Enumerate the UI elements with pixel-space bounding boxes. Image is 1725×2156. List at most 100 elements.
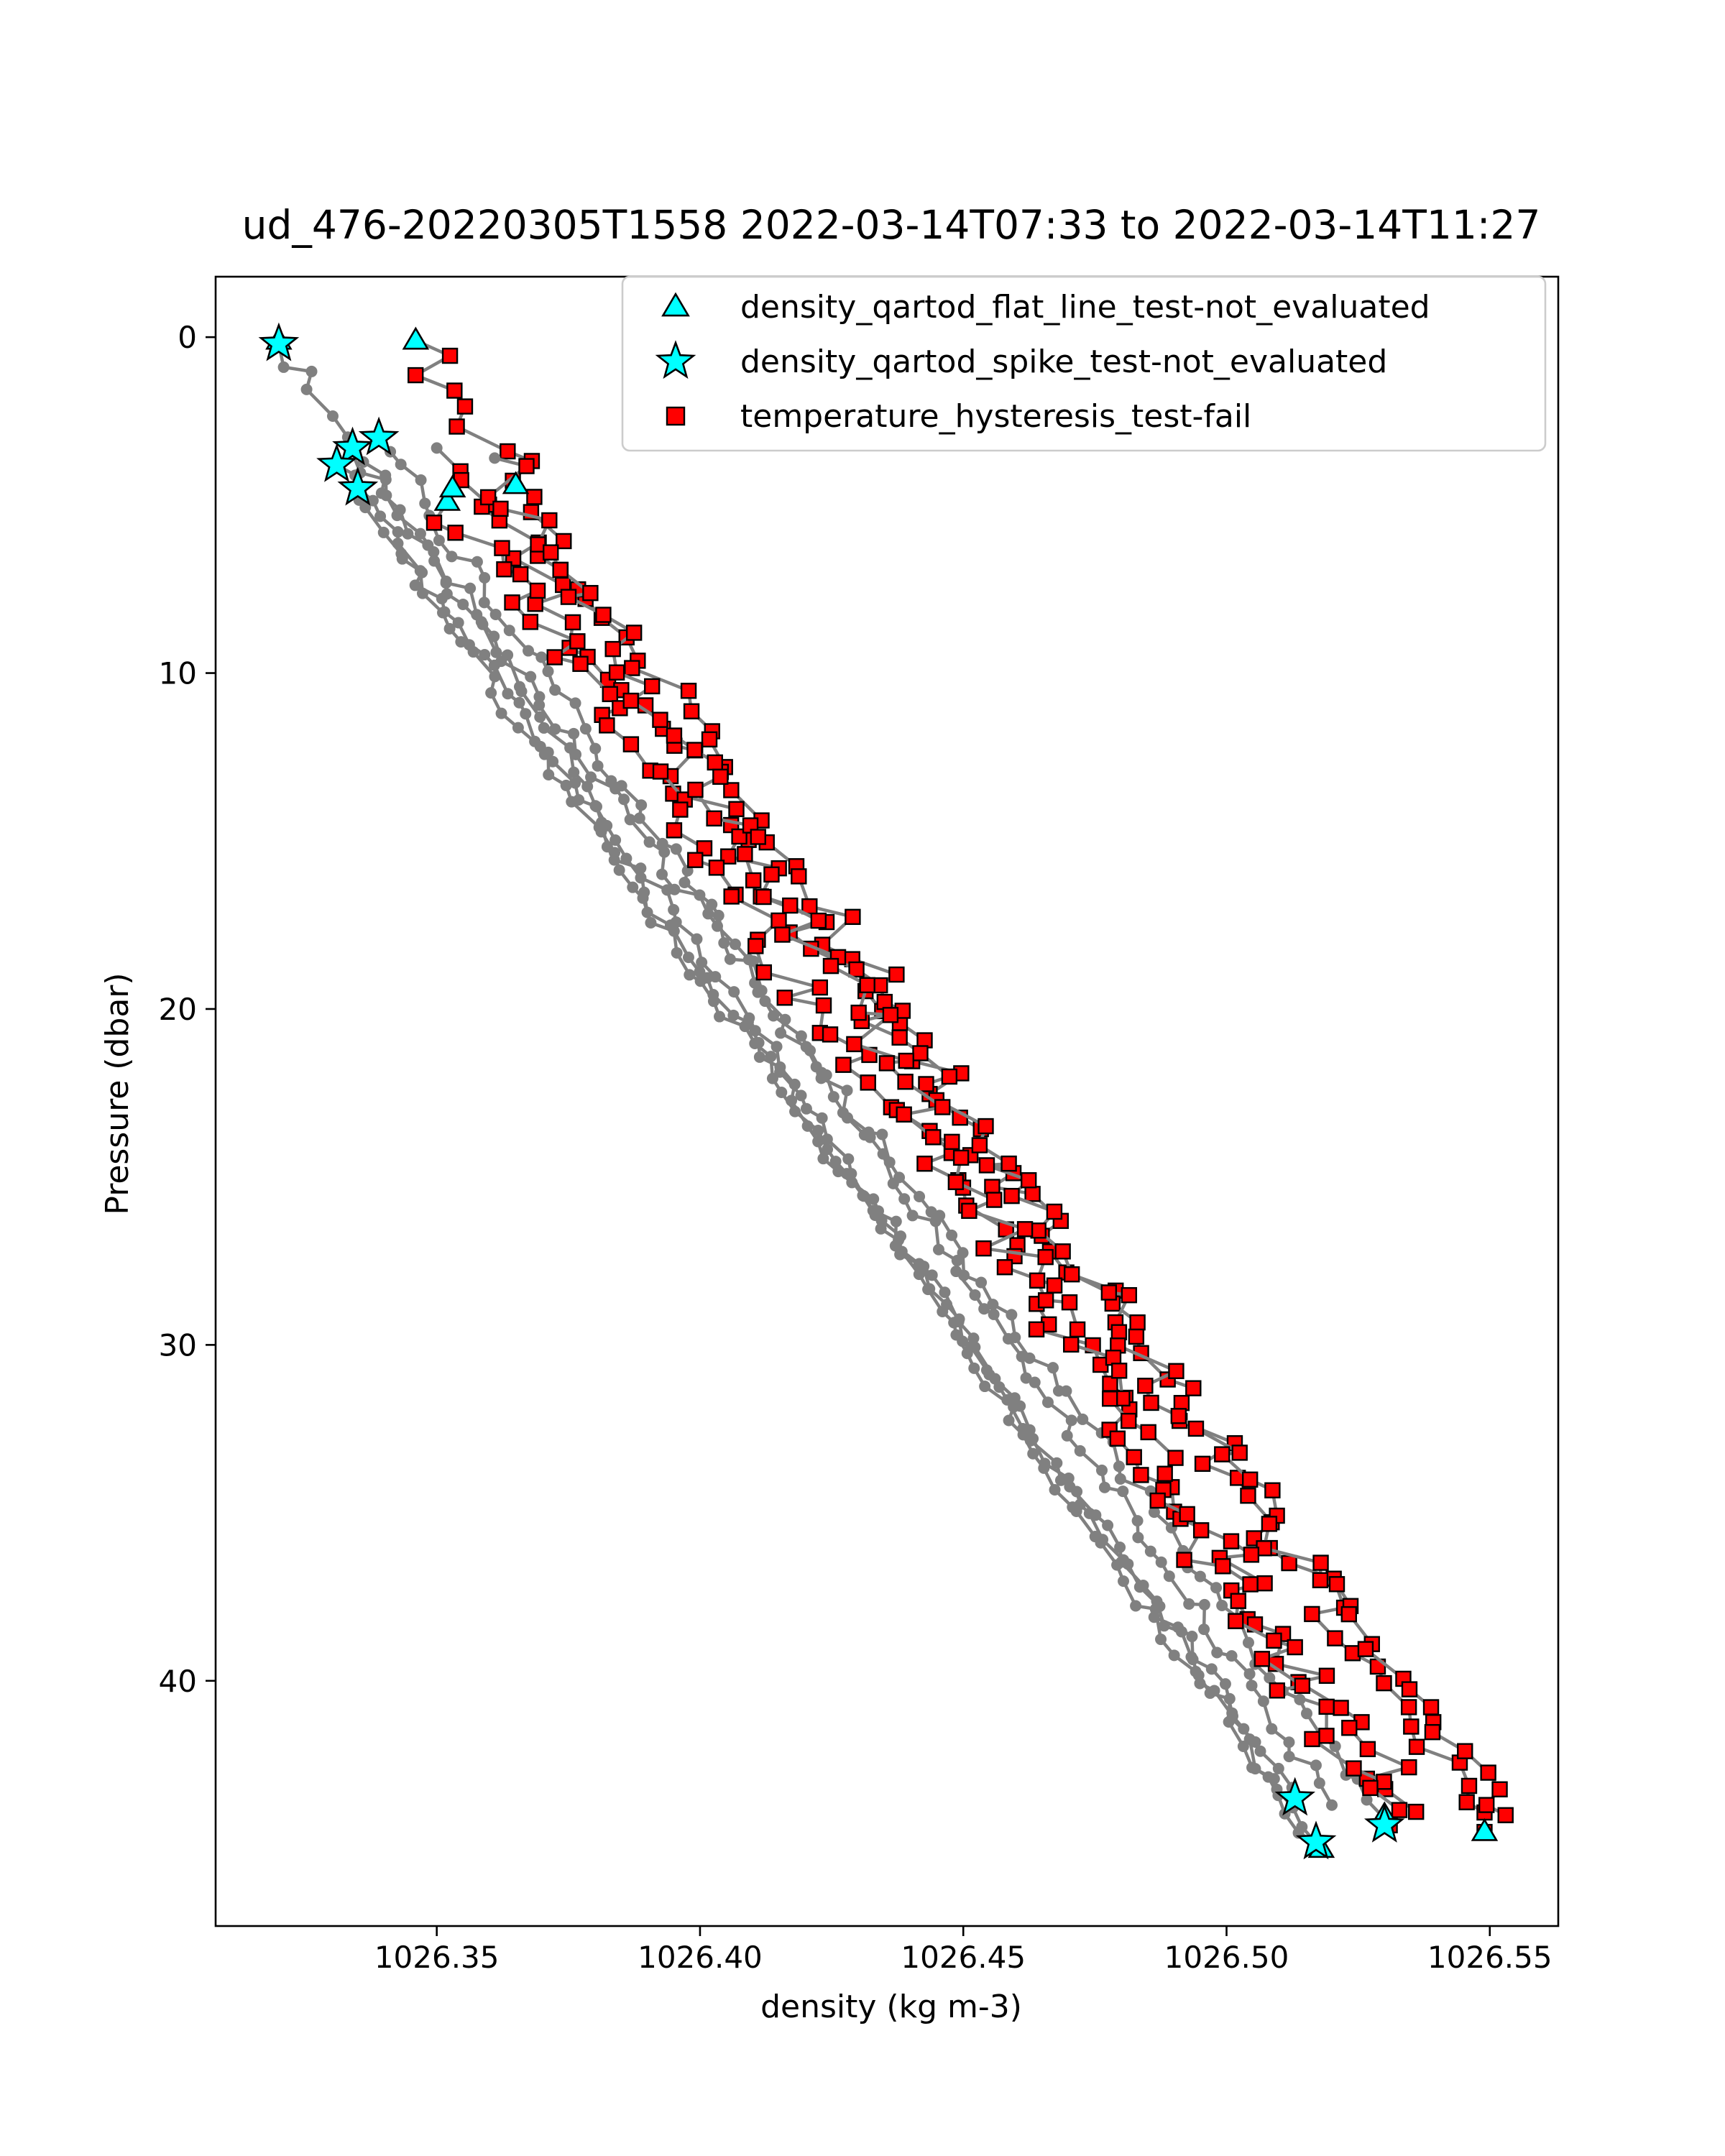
legend-label: density_qartod_spike_test-not_evaluated — [740, 344, 1387, 380]
hysteresis-fail-marker — [1458, 1794, 1475, 1810]
profile-point — [1029, 1376, 1041, 1388]
profile-point — [822, 1143, 834, 1156]
profile-point — [609, 847, 621, 859]
profile-point — [543, 769, 555, 781]
flat-line-marker — [402, 326, 430, 350]
hysteresis-fail-marker — [608, 664, 625, 681]
profile-point — [495, 707, 507, 719]
profile-point — [549, 684, 561, 696]
profile-point — [300, 383, 313, 395]
hysteresis-fail-marker — [1304, 1731, 1320, 1748]
profile-point — [1016, 1350, 1028, 1363]
profile-point — [1114, 1541, 1126, 1553]
hysteresis-fail-marker — [1340, 1606, 1357, 1623]
hysteresis-fail-marker — [1408, 1738, 1425, 1755]
hysteresis-fail-marker — [1063, 1266, 1080, 1283]
profile-point — [739, 1021, 751, 1033]
profile-point — [682, 952, 694, 964]
profile-point — [774, 1061, 786, 1073]
hysteresis-fail-marker — [456, 398, 474, 415]
profile-point — [841, 1112, 853, 1124]
hysteresis-fail-marker — [1016, 1221, 1034, 1238]
profile-point — [1148, 1506, 1160, 1519]
hysteresis-fail-marker — [791, 868, 807, 885]
profile-point — [525, 671, 537, 683]
profile-point — [359, 502, 372, 514]
hysteresis-fail-marker — [666, 727, 683, 744]
profile-point — [489, 452, 501, 464]
hysteresis-fail-marker — [1126, 1449, 1142, 1465]
profile-point — [1226, 1710, 1238, 1722]
hysteresis-fail-marker — [1143, 1394, 1159, 1411]
profile-point — [1264, 1672, 1276, 1684]
hysteresis-fail-marker — [918, 1076, 934, 1092]
profile-point — [1096, 1464, 1108, 1476]
hysteresis-fail-marker — [492, 500, 509, 517]
profile-point — [566, 796, 578, 808]
legend-square-icon — [666, 406, 686, 426]
profile-point — [748, 955, 760, 967]
hysteresis-fail-marker — [891, 1029, 908, 1046]
hysteresis-fail-marker — [1287, 1639, 1303, 1656]
hysteresis-fail-marker — [934, 1099, 951, 1115]
profile-point — [1008, 1401, 1020, 1413]
profile-point — [1144, 1545, 1156, 1557]
profile-point — [951, 1255, 963, 1267]
profile-point — [1246, 1680, 1258, 1692]
profile-point — [876, 1128, 888, 1141]
hysteresis-fail-marker — [1261, 1516, 1278, 1532]
hysteresis-fail-marker — [1030, 1222, 1046, 1239]
profile-point — [446, 550, 458, 563]
hysteresis-fail-marker — [944, 1133, 960, 1151]
hysteresis-fail-marker — [1242, 1576, 1259, 1593]
profile-point — [1114, 1473, 1126, 1485]
profile-point — [569, 777, 581, 789]
hysteresis-fail-marker — [811, 979, 828, 996]
profile-point — [1225, 1650, 1238, 1662]
hysteresis-fail-marker — [952, 1149, 970, 1166]
profile-point — [869, 1210, 881, 1222]
hysteresis-fail-marker — [770, 912, 787, 929]
profile-point — [633, 812, 645, 824]
hysteresis-fail-marker — [971, 1137, 988, 1153]
hysteresis-fail-marker — [1401, 1681, 1418, 1697]
hysteresis-fail-marker — [687, 852, 704, 868]
hysteresis-fail-marker — [1376, 1674, 1392, 1692]
profile-lines — [272, 334, 1514, 1855]
hysteresis-fail-marker — [1240, 1488, 1256, 1504]
profile-point — [800, 1102, 812, 1115]
hysteresis-fail-marker — [723, 782, 740, 798]
hysteresis-fail-marker — [850, 1004, 867, 1021]
profile-point — [922, 1284, 934, 1296]
y-tick-label: 40 — [159, 1664, 197, 1699]
hysteresis-fail-marker — [961, 1202, 978, 1220]
profile-point — [1257, 1695, 1269, 1708]
profile-point — [707, 995, 719, 1008]
profile-point — [1168, 1649, 1180, 1662]
profile-point — [585, 771, 597, 783]
hysteresis-fail-marker — [1391, 1802, 1408, 1818]
hysteresis-fail-marker — [1109, 1430, 1126, 1447]
profile-point — [635, 799, 648, 811]
hysteresis-fail-marker — [1328, 1576, 1346, 1593]
hysteresis-fail-marker — [845, 908, 861, 926]
profile-point — [1243, 1668, 1256, 1680]
profile-point — [914, 1190, 926, 1202]
profile-point — [939, 1286, 951, 1299]
hysteresis-fail-marker — [1046, 1203, 1063, 1220]
hysteresis-fail-marker — [1021, 1172, 1037, 1189]
profile-point — [1283, 1751, 1295, 1763]
hysteresis-fail-marker — [680, 683, 697, 699]
x-tick-label: 1026.55 — [1427, 1940, 1552, 1975]
profile-point — [1027, 1447, 1039, 1460]
hysteresis-fail-marker — [625, 625, 643, 641]
profile-point — [533, 699, 546, 711]
hysteresis-fail-marker — [708, 860, 725, 876]
hysteresis-fail-marker — [527, 596, 543, 612]
profile-point — [392, 526, 404, 538]
profile-point — [613, 864, 625, 876]
profile-point — [1065, 1414, 1077, 1427]
legend-label: temperature_hysteresis_test-fail — [740, 398, 1251, 435]
profile-point — [1041, 1396, 1054, 1409]
profile-point — [534, 711, 546, 723]
